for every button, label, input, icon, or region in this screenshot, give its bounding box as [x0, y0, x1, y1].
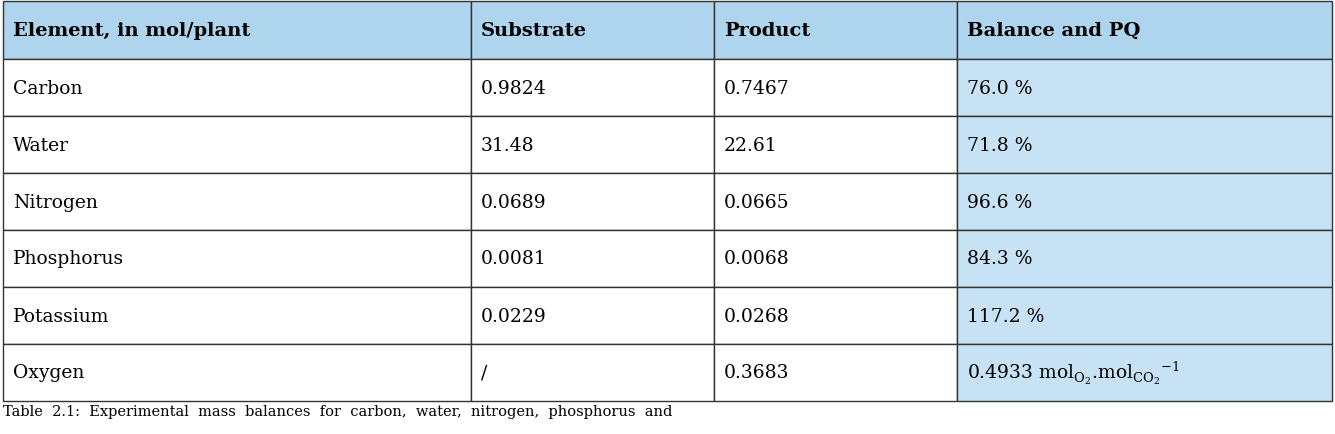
Text: Product: Product: [724, 22, 810, 40]
Bar: [471, 287, 714, 344]
Text: 0.0068: 0.0068: [724, 250, 790, 268]
Text: /: /: [481, 364, 487, 381]
Bar: [714, 117, 957, 174]
Text: 84.3 %: 84.3 %: [968, 250, 1033, 268]
Text: 0.7467: 0.7467: [724, 79, 790, 97]
Bar: [957, 344, 1332, 401]
Text: 31.48: 31.48: [481, 136, 534, 154]
Text: Phosphorus: Phosphorus: [13, 250, 124, 268]
Bar: [3, 230, 471, 287]
Bar: [957, 287, 1332, 344]
Text: 76.0 %: 76.0 %: [968, 79, 1033, 97]
Bar: [714, 344, 957, 401]
Text: Water: Water: [13, 136, 69, 154]
Text: 117.2 %: 117.2 %: [968, 307, 1044, 325]
Bar: [957, 60, 1332, 117]
Bar: [3, 2, 471, 60]
Bar: [3, 117, 471, 174]
Bar: [714, 230, 957, 287]
Bar: [471, 2, 714, 60]
Bar: [471, 60, 714, 117]
Text: Substrate: Substrate: [481, 22, 587, 40]
Text: Oxygen: Oxygen: [13, 364, 84, 381]
Bar: [471, 344, 714, 401]
Bar: [957, 174, 1332, 230]
Bar: [957, 2, 1332, 60]
Text: 0.0229: 0.0229: [481, 307, 546, 325]
Bar: [3, 60, 471, 117]
Text: 71.8 %: 71.8 %: [968, 136, 1033, 154]
Text: Nitrogen: Nitrogen: [13, 193, 97, 211]
Text: 0.0268: 0.0268: [724, 307, 790, 325]
Bar: [3, 174, 471, 230]
Text: 96.6 %: 96.6 %: [968, 193, 1032, 211]
Bar: [471, 230, 714, 287]
Text: 0.0081: 0.0081: [481, 250, 546, 268]
Bar: [957, 117, 1332, 174]
Bar: [957, 230, 1332, 287]
Bar: [471, 117, 714, 174]
Text: Carbon: Carbon: [13, 79, 83, 97]
Text: 0.0665: 0.0665: [724, 193, 789, 211]
Text: 0.9824: 0.9824: [481, 79, 546, 97]
Bar: [714, 2, 957, 60]
Text: Potassium: Potassium: [13, 307, 109, 325]
Bar: [3, 344, 471, 401]
Text: 0.0689: 0.0689: [481, 193, 546, 211]
Bar: [714, 287, 957, 344]
Bar: [714, 174, 957, 230]
Text: Balance and PQ: Balance and PQ: [968, 22, 1140, 40]
Text: 0.4933 mol$_{\mathregular{O_2}}$.mol$_{\mathregular{CO_2}}$$^{\mathregular{-1}}$: 0.4933 mol$_{\mathregular{O_2}}$.mol$_{\…: [968, 359, 1180, 386]
Bar: [714, 60, 957, 117]
Text: Element, in mol/plant: Element, in mol/plant: [13, 22, 251, 40]
Text: 22.61: 22.61: [724, 136, 778, 154]
Bar: [471, 174, 714, 230]
Text: Table  2.1:  Experimental  mass  balances  for  carbon,  water,  nitrogen,  phos: Table 2.1: Experimental mass balances fo…: [3, 404, 673, 418]
Text: 0.3683: 0.3683: [724, 364, 789, 381]
Bar: [3, 287, 471, 344]
